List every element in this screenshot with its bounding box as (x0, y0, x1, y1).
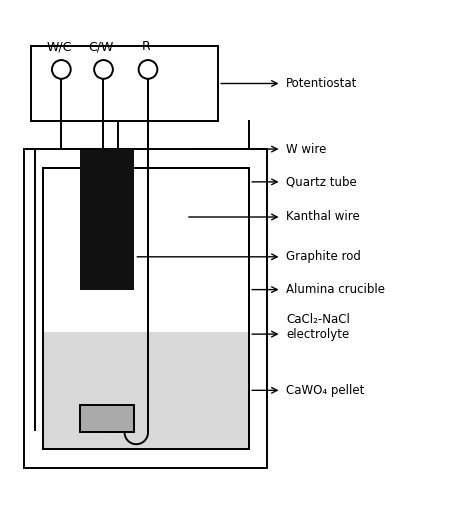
Circle shape (52, 60, 71, 79)
Bar (80, 405, 134, 433)
Bar (80, 149, 134, 290)
Text: W/C: W/C (46, 40, 72, 53)
Text: CaCl₂-NaCl
electrolyte: CaCl₂-NaCl electrolyte (286, 313, 350, 341)
Text: W wire: W wire (286, 143, 327, 155)
Bar (43, 168, 249, 449)
Text: Kanthal wire: Kanthal wire (286, 210, 360, 223)
Circle shape (138, 60, 157, 79)
Text: Alumina crucible: Alumina crucible (286, 283, 385, 296)
Text: C/W: C/W (89, 40, 114, 53)
Bar (43, 332, 249, 449)
Text: Graphite rod: Graphite rod (286, 251, 361, 263)
Text: Quartz tube: Quartz tube (286, 175, 357, 188)
Bar (24, 149, 267, 468)
Bar (31, 46, 218, 121)
Circle shape (94, 60, 113, 79)
Text: R: R (141, 40, 150, 53)
Text: Potentiostat: Potentiostat (286, 77, 357, 90)
Bar (43, 168, 249, 449)
Text: CaWO₄ pellet: CaWO₄ pellet (286, 384, 365, 397)
